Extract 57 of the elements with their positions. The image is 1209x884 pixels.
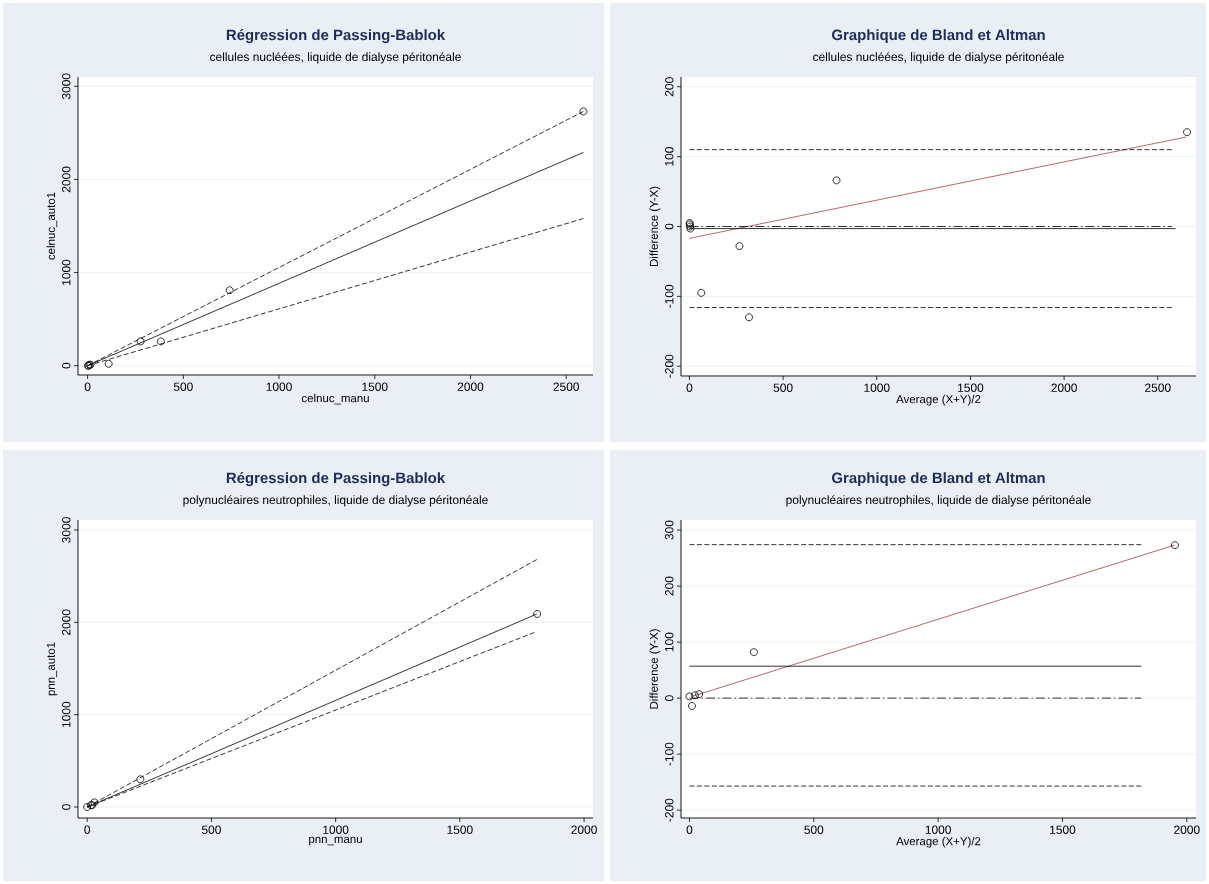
- y-tick-label: 300: [665, 520, 674, 540]
- y-tick-label: -100: [665, 284, 674, 308]
- x-tick-label: 2000: [457, 382, 484, 391]
- x-tick-label: 0: [686, 825, 693, 834]
- y-tick-label: 200: [665, 77, 674, 97]
- y-axis-title: Difference (Y-X): [649, 629, 661, 709]
- y-tick-label: 100: [665, 632, 674, 652]
- y-tick-label: -200: [665, 354, 674, 378]
- y-tick-label: 3000: [62, 517, 71, 543]
- chart-title: Régression de Passing-Bablok: [226, 29, 446, 44]
- y-tick-label: 1000: [62, 701, 71, 728]
- y-tick-label: 0: [665, 695, 674, 701]
- y-tick-label: 2000: [62, 609, 71, 636]
- x-tick-label: 0: [686, 383, 693, 392]
- y-tick-label: 200: [665, 576, 674, 596]
- x-axis-title: Average (X+Y)/2: [896, 394, 981, 406]
- x-tick-label: 1500: [362, 382, 388, 391]
- x-axis-title: pnn_manu: [309, 836, 362, 846]
- chart-title: Graphique de Bland et Altman: [832, 472, 1045, 487]
- x-tick-label: 1000: [864, 383, 890, 392]
- x-tick-label: 500: [773, 383, 793, 392]
- x-tick-label: 1500: [958, 383, 984, 392]
- x-tick-label: 2500: [1145, 383, 1171, 392]
- y-tick-label: 1000: [62, 259, 71, 285]
- y-tick-label: -200: [665, 798, 674, 822]
- chart-subtitle: polynucléaires neutrophiles, liquide de dialyse péritonéale: [183, 495, 488, 507]
- chart-subtitle: cellules nucléées, liquide de dialyse péritonéale: [813, 52, 1064, 64]
- x-tick-label: 0: [84, 382, 91, 391]
- y-axis-title: pnn_auto1: [46, 642, 58, 696]
- y-axis-title: celnuc_auto1: [46, 192, 58, 260]
- chart-subtitle: cellules nucléées, liquide de dialyse péritonéale: [210, 52, 461, 64]
- y-axis-title: Difference (Y-X): [649, 186, 661, 266]
- y-tick-label: -100: [665, 742, 674, 766]
- y-tick-label: 0: [665, 223, 674, 230]
- x-tick-label: 500: [173, 382, 193, 391]
- x-tick-label: 500: [804, 825, 824, 834]
- x-tick-label: 2500: [553, 382, 580, 391]
- x-tick-label: 2000: [1051, 383, 1077, 392]
- x-tick-label: 1000: [925, 825, 951, 834]
- x-tick-label: 1500: [447, 825, 473, 834]
- y-tick-label: 0: [62, 804, 71, 810]
- y-tick-label: 3000: [62, 73, 71, 100]
- x-tick-label: 1500: [1050, 825, 1076, 834]
- y-tick-label: 2000: [62, 166, 71, 193]
- x-axis-title: Average (X+Y)/2: [896, 836, 981, 848]
- x-tick-label: 500: [201, 825, 221, 834]
- chart-title: Graphique de Bland et Altman: [832, 29, 1045, 44]
- y-tick-label: 0: [62, 362, 71, 369]
- x-tick-label: 0: [84, 825, 91, 834]
- x-tick-label: 1000: [266, 382, 292, 391]
- y-tick-label: 100: [665, 147, 674, 166]
- x-tick-label: 2000: [571, 825, 597, 834]
- x-tick-label: 2000: [1174, 825, 1200, 834]
- x-axis-title: celnuc_manu: [301, 393, 369, 405]
- x-tick-label: 1000: [323, 825, 349, 834]
- chart-subtitle: polynucléaires neutrophiles, liquide de dialyse péritonéale: [786, 495, 1091, 507]
- chart-title: Régression de Passing-Bablok: [226, 472, 446, 487]
